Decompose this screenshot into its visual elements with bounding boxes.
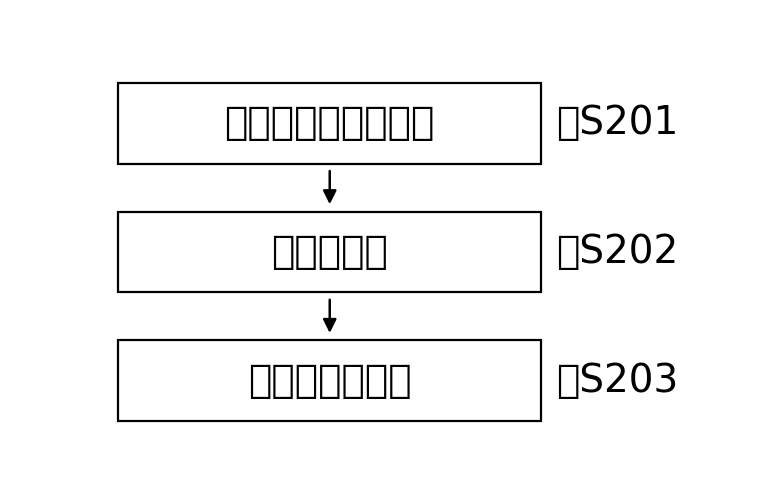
Bar (118, 83, 541, 164)
Text: ～S201: ～S201 (556, 104, 678, 142)
Bar (118, 340, 541, 421)
Text: 导入流动相: 导入流动相 (271, 233, 388, 271)
Text: ～S203: ～S203 (556, 362, 678, 400)
Text: 配置流动相和样品液: 配置流动相和样品液 (224, 104, 435, 142)
Bar (118, 212, 541, 292)
Text: 上样及线性洗脱: 上样及线性洗脱 (248, 362, 412, 400)
Text: ～S202: ～S202 (556, 233, 678, 271)
